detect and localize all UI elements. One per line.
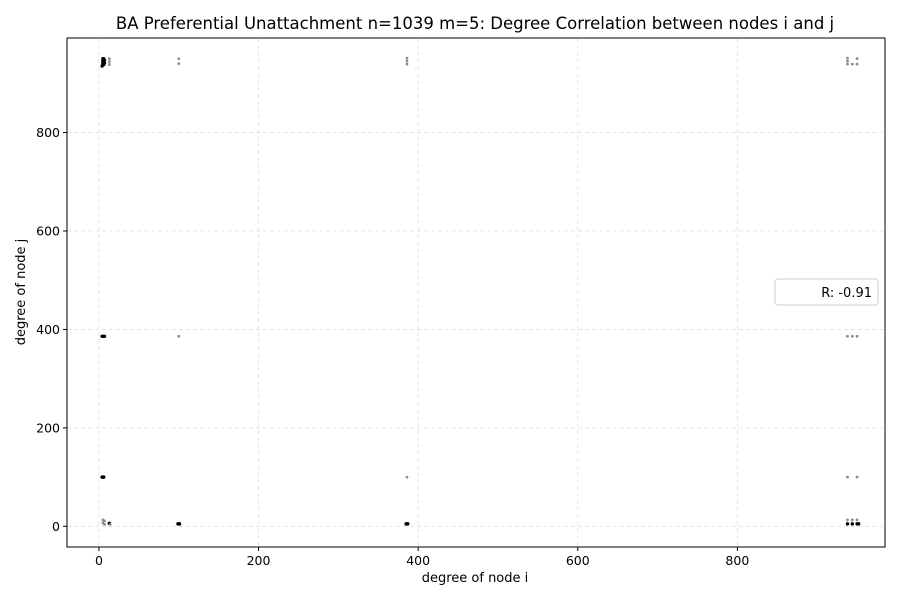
- scatter-point: [856, 522, 861, 526]
- scatter-point: [100, 64, 104, 68]
- plot-frame: [66, 37, 886, 548]
- scatter-point: [855, 475, 859, 479]
- scatter-point: [405, 62, 409, 66]
- y-tick-label: 600: [36, 223, 60, 238]
- scatter-point: [846, 62, 849, 66]
- scatter-point: [107, 57, 111, 61]
- scatter-point: [103, 519, 106, 523]
- scatter-point: [846, 518, 849, 522]
- scatter-point: [177, 57, 181, 61]
- y-tick-label: 0: [52, 519, 60, 534]
- x-tick-label: 200: [247, 553, 271, 568]
- x-tick-label: 0: [95, 553, 103, 568]
- scatter-point: [855, 518, 859, 522]
- scatter-point: [850, 334, 854, 338]
- scatter-point: [102, 334, 107, 339]
- scatter-point: [846, 334, 849, 338]
- x-tick-label: 800: [725, 553, 749, 568]
- scatter-point: [102, 475, 106, 479]
- data-points: [100, 56, 861, 526]
- scatter-point: [107, 63, 111, 66]
- scatter-point: [405, 475, 409, 479]
- scatter-point: [405, 59, 409, 63]
- scatter-point: [177, 334, 181, 338]
- scatter-point: [846, 59, 849, 63]
- y-axis-label: degree of node j: [14, 239, 29, 346]
- scatter-point: [850, 522, 854, 526]
- scatter-point: [103, 522, 106, 526]
- chart-title: BA Preferential Unattachment n=1039 m=5:…: [116, 14, 834, 33]
- x-axis-label: degree of node i: [422, 571, 529, 586]
- x-tick-label: 600: [566, 553, 590, 568]
- y-tick-label: 400: [36, 322, 60, 337]
- scatter-point: [855, 57, 859, 61]
- scatter-point: [177, 522, 182, 526]
- scatter-point: [406, 522, 410, 526]
- y-tick-label: 200: [36, 420, 60, 435]
- scatter-point: [177, 62, 181, 65]
- legend-entry: R: -0.91: [821, 286, 872, 301]
- scatter-point: [405, 56, 409, 60]
- scatter-point: [846, 56, 849, 60]
- scatter-point: [855, 334, 859, 338]
- scatter-point: [855, 62, 859, 66]
- x-tick-label: 400: [406, 553, 430, 568]
- y-tick-label: 800: [36, 125, 60, 140]
- scatter-point: [102, 58, 107, 62]
- y-axis-ticks: 0 200 400 600 800: [36, 125, 67, 534]
- scatter-point: [850, 518, 854, 522]
- scatter-point: [850, 62, 854, 66]
- legend: R: -0.91: [774, 278, 879, 306]
- x-axis-ticks: 0 200 400 600 800: [95, 547, 749, 568]
- scatter-point: [108, 522, 112, 526]
- scatter-point: [107, 60, 111, 64]
- legend-box: [774, 278, 879, 306]
- scatter-point: [845, 522, 850, 526]
- grid-lines: [67, 38, 885, 547]
- scatter-point: [846, 475, 849, 479]
- scatter-point: [102, 61, 107, 65]
